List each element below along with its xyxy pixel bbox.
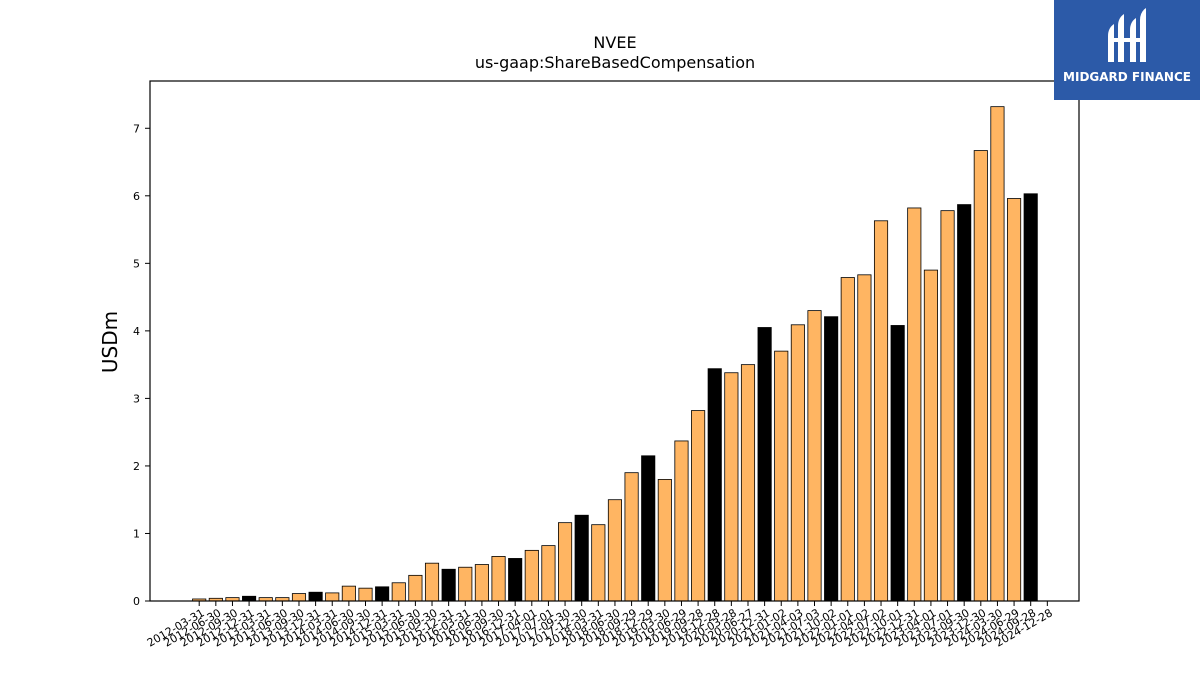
y-axis-label: USDm [98,311,122,373]
bar [873,220,889,602]
bar [408,574,423,602]
bar [308,591,323,602]
brand-logo: MIDGARD FINANCE [1054,0,1200,100]
bar [574,514,589,602]
y-tick-label: 3 [133,392,140,405]
bar [541,545,556,602]
bar [973,150,988,602]
bar [774,350,789,602]
bar [757,327,772,602]
bar [458,566,473,602]
bar [907,207,922,602]
bar [591,524,606,602]
bar [424,562,440,602]
brand-name: MIDGARD FINANCE [1063,70,1191,84]
bar [1007,198,1022,602]
bar-series [192,106,1038,602]
chart-subtitle: us-gaap:ShareBasedCompensation [475,53,755,72]
y-tick-label: 5 [133,257,140,270]
bar [491,556,506,602]
bar [707,368,722,602]
bar [607,499,622,602]
bar [890,325,905,602]
y-tick-label: 7 [133,122,140,135]
bar [508,558,523,602]
bar [807,310,822,602]
bar [358,587,373,602]
bar [824,316,839,602]
bar [441,568,456,602]
y-tick-label: 6 [133,190,140,203]
bar [923,269,938,602]
y-tick-label: 4 [133,325,140,338]
y-tick-label: 2 [133,460,140,473]
bar [242,595,257,602]
bar [624,472,639,602]
bar [740,364,756,602]
bar [990,106,1005,602]
bar [641,455,656,602]
bar [558,522,573,602]
bar [524,549,539,602]
brand-mark-icon [1108,8,1146,62]
bar [857,274,872,602]
bar [691,410,706,602]
x-axis-ticks: 2012-03-312012-06-302012-09-302012-12-31… [145,601,1055,650]
bar [724,372,739,602]
bar [1023,193,1038,602]
bar [940,210,955,602]
bar [341,585,356,602]
bar [790,324,805,602]
bar [474,564,489,602]
bar [375,586,390,602]
y-axis-ticks: 0 1 2 3 4 5 6 7 [133,122,150,608]
bar [657,479,672,602]
plot-frame [149,80,1080,602]
bar [391,582,406,602]
y-tick-label: 0 [133,595,140,608]
chart-title: NVEE [593,33,636,52]
bar [325,592,340,602]
bar [957,204,972,602]
y-tick-label: 1 [133,527,140,540]
bar [674,440,689,602]
bar [291,593,307,602]
bar [840,277,855,602]
